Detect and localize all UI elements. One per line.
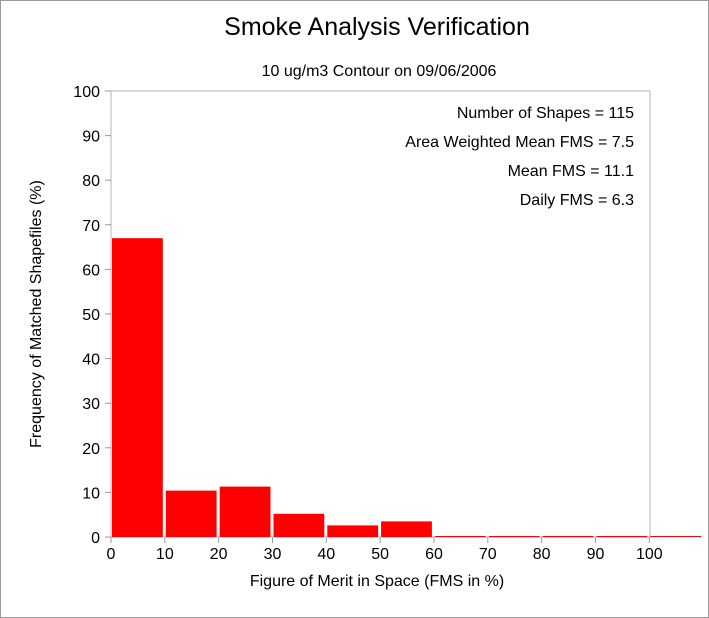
x-tick-label: 40 xyxy=(317,546,335,563)
y-tick-label: 40 xyxy=(82,352,100,369)
stats-annotations: Number of Shapes = 115 Area Weighted Mea… xyxy=(405,105,634,209)
x-tick-label: 100 xyxy=(636,546,663,563)
bar-60-70 xyxy=(435,536,486,537)
y-axis-label: Frequency of Matched Shapefiles (%) xyxy=(28,180,45,448)
bar-90-100 xyxy=(596,536,648,537)
bar-40-50 xyxy=(327,525,379,537)
x-tick-label: 0 xyxy=(107,546,116,563)
y-tick-label: 100 xyxy=(73,84,100,101)
y-tick-label: 90 xyxy=(82,129,100,146)
annotation-daily-fms: Daily FMS = 6.3 xyxy=(520,192,634,209)
bar-30-40 xyxy=(273,513,325,537)
x-tick-label: 90 xyxy=(587,546,605,563)
y-tick-label: 30 xyxy=(82,396,100,413)
bar-10-20 xyxy=(165,490,217,537)
x-tick-label: 70 xyxy=(479,546,497,563)
bars-group xyxy=(112,238,702,537)
annotation-num-shapes: Number of Shapes = 115 xyxy=(457,105,634,122)
bar-50-60 xyxy=(381,521,432,537)
x-tick-label: 30 xyxy=(264,546,282,563)
x-axis: 0 10 20 30 40 50 60 70 80 90 100 xyxy=(107,537,663,563)
x-axis-label: Figure of Merit in Space (FMS in %) xyxy=(250,573,504,590)
bar-100-110 xyxy=(650,536,702,537)
x-tick-label: 50 xyxy=(371,546,389,563)
annotation-mean-fms: Mean FMS = 11.1 xyxy=(508,163,635,180)
y-tick-label: 60 xyxy=(82,262,100,279)
x-tick-label: 10 xyxy=(156,546,174,563)
plot-area xyxy=(110,90,651,538)
x-tick-label: 20 xyxy=(210,546,228,563)
bar-0-10 xyxy=(112,238,163,537)
annotation-area-weighted-mean: Area Weighted Mean FMS = 7.5 xyxy=(405,134,634,151)
y-axis: 0 10 20 30 40 50 60 70 80 90 100 xyxy=(73,84,111,547)
y-tick-label: 50 xyxy=(82,307,100,324)
y-tick-label: 70 xyxy=(82,218,100,235)
y-tick-label: 80 xyxy=(82,173,100,190)
bar-70-80 xyxy=(488,536,540,537)
y-tick-label: 20 xyxy=(82,441,100,458)
x-tick-label: 80 xyxy=(533,546,551,563)
bar-20-30 xyxy=(219,486,271,537)
plot-border xyxy=(110,90,651,538)
chart-subtitle: 10 ug/m3 Contour on 09/06/2006 xyxy=(262,63,497,80)
x-tick-label: 60 xyxy=(425,546,443,563)
y-tick-label: 10 xyxy=(82,485,100,502)
bar-80-90 xyxy=(542,536,594,537)
chart-title: Smoke Analysis Verification xyxy=(224,13,530,41)
y-tick-label: 0 xyxy=(91,530,100,547)
